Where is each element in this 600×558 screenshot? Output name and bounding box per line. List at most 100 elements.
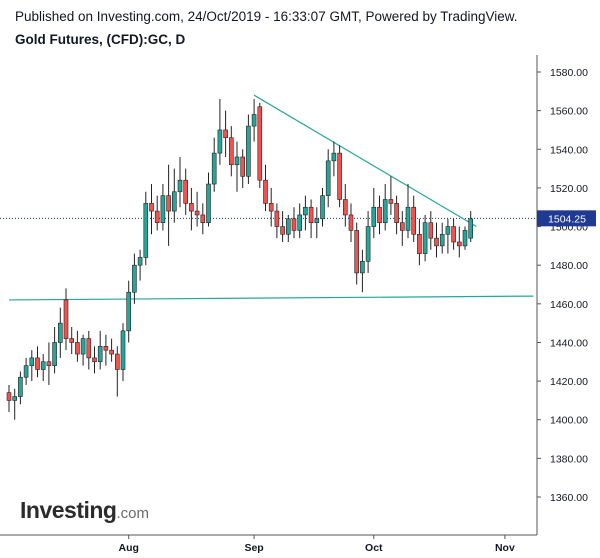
- candle-body: [246, 125, 251, 177]
- y-tick-label: 1460.00: [550, 299, 588, 311]
- y-tick-label: 1540.00: [550, 144, 588, 156]
- candle-body: [342, 199, 348, 216]
- candle-body: [354, 230, 360, 274]
- y-tick-label: 1560.00: [550, 106, 588, 118]
- candle-body: [52, 342, 57, 366]
- candle-body: [291, 218, 297, 231]
- candle-body: [297, 214, 303, 231]
- candle-body: [240, 156, 245, 177]
- candle-body: [12, 396, 17, 401]
- candle-body: [57, 322, 63, 343]
- candle-body: [29, 357, 35, 366]
- candle-body: [6, 392, 12, 401]
- candle-body: [189, 203, 194, 212]
- candle-body: [137, 257, 143, 266]
- candle-body: [274, 210, 280, 227]
- candle-body: [115, 353, 120, 370]
- candle-body: [35, 357, 40, 370]
- x-tick-label: Aug: [118, 542, 138, 554]
- y-tick-label: 1380.00: [550, 453, 588, 465]
- y-tick-label: 1440.00: [550, 337, 588, 349]
- candle-body: [23, 365, 29, 378]
- published-caption: Published on Investing.com, 24/Oct/2019 …: [15, 9, 518, 24]
- candle-body: [468, 218, 474, 239]
- candle-body: [46, 361, 52, 366]
- candle-body: [234, 156, 240, 166]
- candle-body: [206, 183, 211, 223]
- candle-body: [456, 241, 462, 247]
- candle-body: [177, 179, 183, 193]
- candle-body: [377, 206, 382, 223]
- candle-body: [303, 206, 308, 216]
- y-tick-label: 1520.00: [550, 183, 588, 195]
- candle-body: [320, 195, 325, 220]
- candle-body: [331, 152, 337, 162]
- candle-body: [223, 129, 228, 138]
- x-tick-label: Oct: [365, 542, 383, 554]
- chart-title: Gold Futures, (CFD):GC, D: [15, 32, 186, 47]
- candle-body: [337, 152, 342, 200]
- candle-body: [211, 152, 217, 185]
- candle-body: [411, 206, 417, 235]
- candle-body: [451, 226, 456, 243]
- candle-body: [166, 195, 171, 212]
- candle-body: [417, 233, 422, 254]
- candle-body: [154, 210, 160, 223]
- candle-body: [348, 214, 354, 231]
- candle-body: [86, 338, 92, 359]
- candle-body: [314, 218, 320, 223]
- candle-body: [268, 203, 274, 212]
- candle-body: [172, 191, 177, 212]
- candle-body: [120, 330, 126, 370]
- candle-body: [80, 338, 86, 355]
- candle-body: [360, 261, 365, 274]
- y-tick-label: 1420.00: [550, 376, 588, 388]
- candle-body: [40, 361, 46, 370]
- candle-body: [439, 233, 445, 247]
- candle-body: [280, 226, 285, 235]
- investing-logo: Investing.com: [20, 497, 149, 524]
- x-tick-label: Nov: [495, 542, 515, 554]
- candle-body: [194, 210, 200, 216]
- candle-body: [97, 346, 103, 363]
- candle-body: [388, 199, 394, 204]
- y-tick-label: 1480.00: [550, 260, 588, 272]
- current-price-label: 1504.25: [548, 213, 586, 225]
- logo-domain: .com: [116, 505, 149, 522]
- candle-body: [109, 349, 114, 355]
- candle-body: [399, 222, 405, 231]
- candle-body: [325, 160, 331, 196]
- y-tick-label: 1400.00: [550, 415, 588, 427]
- trendline: [253, 94, 477, 228]
- trendline: [8, 295, 534, 301]
- x-tick-label: Sep: [244, 542, 263, 554]
- y-tick-label: 1580.00: [550, 67, 588, 79]
- logo-wordmark: Investing: [20, 497, 117, 523]
- candle-body: [217, 129, 223, 154]
- candle-body: [75, 342, 80, 355]
- candle-body: [405, 206, 411, 231]
- candle-body: [422, 222, 428, 254]
- candle-body: [149, 203, 154, 212]
- candle-body: [18, 376, 23, 397]
- candle-body: [257, 106, 263, 181]
- candle-body: [200, 214, 206, 223]
- candle-body: [394, 203, 399, 223]
- candle-body: [382, 199, 388, 223]
- candle-body: [251, 114, 257, 127]
- candle-body: [103, 346, 109, 351]
- candle-body: [69, 338, 74, 343]
- candle-body: [462, 230, 468, 247]
- candle-body: [160, 195, 166, 223]
- candle-body: [428, 222, 434, 239]
- y-tick-label: 1360.00: [550, 492, 588, 504]
- candle-body: [371, 206, 377, 227]
- candle-body: [434, 237, 439, 247]
- candle-body: [365, 226, 371, 262]
- candle-body: [126, 291, 131, 332]
- current-price-badge: [537, 210, 596, 227]
- candle-body: [143, 203, 149, 258]
- candle-body: [92, 357, 97, 363]
- candle-body: [263, 179, 268, 204]
